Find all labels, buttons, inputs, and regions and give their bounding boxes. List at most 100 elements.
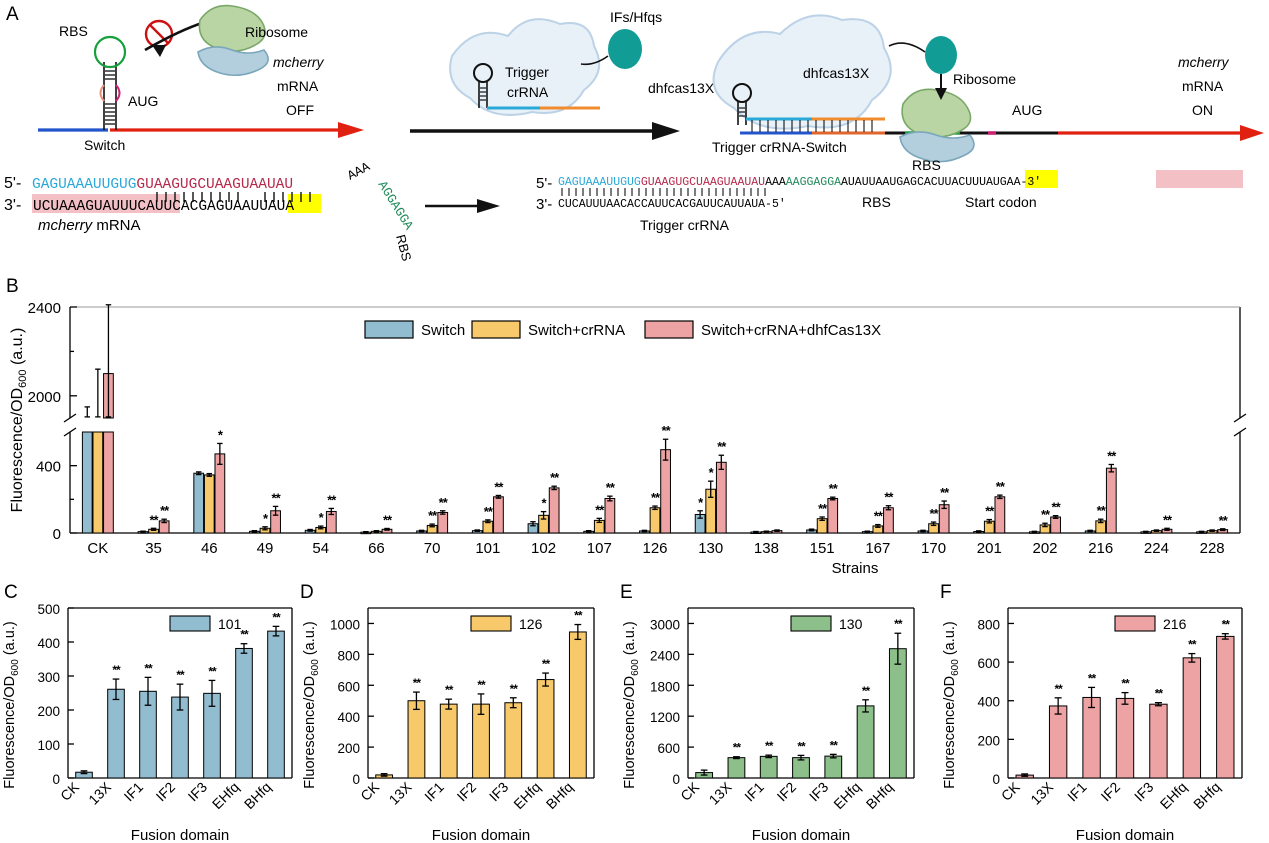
significance-marker: ** <box>985 504 995 519</box>
legend-label: 216 <box>1163 616 1187 632</box>
legend-label: 130 <box>839 616 863 632</box>
x-tick-label: 151 <box>810 540 835 557</box>
x-tick-label: 167 <box>865 540 890 557</box>
x-tick-label: 13X <box>386 778 415 807</box>
x-tick-label: 126 <box>642 540 667 557</box>
trigger-crrna-switch-label: Trigger crRNA-Switch <box>712 139 847 155</box>
significance-marker: ** <box>894 617 903 631</box>
bar <box>92 431 104 534</box>
rbs-label-off: RBS <box>59 23 88 39</box>
bulge-left <box>99 84 105 102</box>
bar <box>792 757 810 779</box>
bar <box>827 497 839 534</box>
process-arrow-head <box>652 122 680 140</box>
bar <box>407 700 426 779</box>
bar <box>759 755 778 779</box>
mrna-label-on: mRNA <box>1182 78 1224 94</box>
panel-label-d: D <box>300 582 314 603</box>
aug-label-off: AUG <box>128 93 158 109</box>
mcherry-label-on: mcherry <box>1178 54 1230 70</box>
rbs-label-seq: RBS <box>393 233 414 263</box>
bar <box>1050 516 1061 534</box>
top-red-left: GUAAGUGCUAAGUAAUAU <box>136 177 293 193</box>
sequence-transition-arrow-head <box>477 199 500 213</box>
ribosome-label-on: Ribosome <box>953 71 1016 87</box>
significance-marker: ** <box>1052 500 1062 515</box>
significance-marker: ** <box>494 479 504 494</box>
x-tick-label: 13X <box>706 778 735 807</box>
significance-marker: ** <box>150 512 160 527</box>
top-pink-right: UUUAUGAA <box>965 176 1020 189</box>
x-tick-label: IF3 <box>184 779 210 805</box>
x-tick-label: IF1 <box>120 779 146 805</box>
significance-marker: ** <box>717 439 727 454</box>
significance-marker: ** <box>874 509 884 524</box>
y-tick-label: 200 <box>977 733 1000 748</box>
x-tick-label: 66 <box>368 540 385 557</box>
bar <box>994 496 1006 534</box>
bar <box>1182 657 1202 779</box>
bar <box>1115 697 1135 779</box>
bar <box>568 631 587 779</box>
legend-swatch <box>471 320 521 339</box>
ribosome-small-subunit <box>197 46 269 77</box>
mcherry-highlight-left <box>32 194 180 213</box>
significance-marker: ** <box>884 490 894 505</box>
x-tick-label: 228 <box>1200 540 1225 557</box>
trigger-label-line1: Trigger <box>505 64 549 80</box>
panel-d-chart: 0 200 400 600 800 1000 Fluorescence/OD600 (a.u… <box>302 607 595 843</box>
bar <box>81 431 93 534</box>
mrna-label-off: mRNA <box>277 78 319 94</box>
significance-marker: ** <box>477 678 486 692</box>
bulge-right <box>115 84 121 102</box>
y-tick-label: 300 <box>37 670 60 685</box>
start-codon-highlight-right <box>1025 170 1058 188</box>
loop-letters: AAA AGGAGGA RBS <box>345 159 417 263</box>
x-axis-label: Fusion domain <box>432 827 530 843</box>
x-tick-label: 138 <box>754 540 779 557</box>
mcherry-arrow-head-on <box>1240 125 1264 141</box>
svg-text:Fluorescence/OD600 (a.u.): Fluorescence/OD600 (a.u.) <box>9 328 29 513</box>
significance-marker: ** <box>765 739 774 753</box>
legend-swatch <box>644 320 694 339</box>
significance-marker: * <box>218 427 224 442</box>
x-tick-label: EHfq <box>209 779 242 812</box>
bar <box>660 449 671 534</box>
cas-protein-blob-on <box>712 14 892 130</box>
x-tick-label: 102 <box>531 540 556 557</box>
significance-marker: ** <box>733 741 742 755</box>
significance-marker: ** <box>383 512 393 527</box>
legend-swatch <box>169 615 211 632</box>
bottom-strand-right: CUCAUUUAACACCAUUCACGAUUCAUUAUA-5' <box>558 198 786 211</box>
x-tick-label: EHfq <box>830 779 863 812</box>
top-black3-right: AGCACUUAC <box>903 176 965 189</box>
svg-text:Fluorescence/OD600 (a.u.): Fluorescence/OD600 (a.u.) <box>942 621 961 788</box>
bar <box>548 487 560 534</box>
y-tick-label: 600 <box>657 741 680 756</box>
x-tick-label: 54 <box>312 540 329 557</box>
x-tick-label: BHfq <box>863 779 896 812</box>
x-tick-label: CK <box>57 778 83 804</box>
bar <box>727 757 746 779</box>
significance-marker: ** <box>1219 513 1229 528</box>
ifs-hfqs-blob-middle <box>608 29 642 69</box>
panel-label-e: E <box>620 582 633 603</box>
top-cyan-right: GAGUAAAUUGUG <box>558 176 641 189</box>
bottom-black1-left: CAUUCACGA <box>137 199 216 215</box>
rbs-loop-circle <box>93 35 127 69</box>
legend-label: 126 <box>519 616 543 632</box>
y-tick-label: 0 <box>52 772 60 787</box>
x-tick-label: IF1 <box>421 779 447 805</box>
significance-marker: ** <box>428 508 438 523</box>
top-strand-left: GAGUAAAUUGUGGUAAGUGCUAAGUAAUAU <box>32 177 293 193</box>
significance-marker: ** <box>940 485 950 500</box>
significance-marker: ** <box>1088 671 1097 685</box>
significance-marker: * <box>709 465 715 480</box>
five-prime-left: 5'- <box>4 175 21 192</box>
ifs-tether-middle <box>580 55 609 66</box>
y-tick-label: 600 <box>977 656 1000 671</box>
significance-marker: * <box>542 496 548 511</box>
x-axis-label: Fusion domain <box>131 827 229 843</box>
legend-label: Switch <box>421 322 465 339</box>
bar <box>493 496 504 534</box>
